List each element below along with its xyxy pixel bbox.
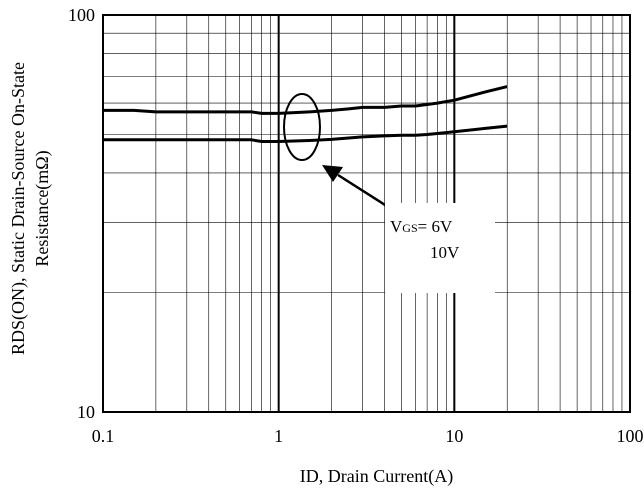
plot-area-frame xyxy=(103,15,630,412)
annotation-line2: 10V xyxy=(430,243,460,262)
x-tick-label: 10 xyxy=(445,426,463,446)
minor-gridlines xyxy=(103,15,630,412)
annotation-line1: VGS= 6V xyxy=(390,217,453,236)
x-tick-label: 1 xyxy=(274,426,283,446)
y-tick-labels: 10 100 xyxy=(68,5,95,422)
y-tick-label: 10 xyxy=(77,402,95,422)
y-tick-label: 100 xyxy=(68,5,95,25)
annotation-arrow-head xyxy=(322,165,343,182)
x-tick-label: 100 xyxy=(617,426,644,446)
y-axis-label-line2: Resistance(mΩ) xyxy=(32,150,53,266)
x-axis-label: ID, Drain Current(A) xyxy=(300,466,453,487)
y-axis-label: RDS(ON), Static Drain-Source On-State Re… xyxy=(8,62,53,355)
annotation-ellipse xyxy=(284,94,320,160)
y-axis-label-line1: RDS(ON), Static Drain-Source On-State xyxy=(8,62,29,355)
annotation: VGS= 6V 10V xyxy=(284,94,495,293)
x-tick-labels: 0.1 1 10 100 xyxy=(92,426,644,446)
x-tick-label: 0.1 xyxy=(92,426,115,446)
